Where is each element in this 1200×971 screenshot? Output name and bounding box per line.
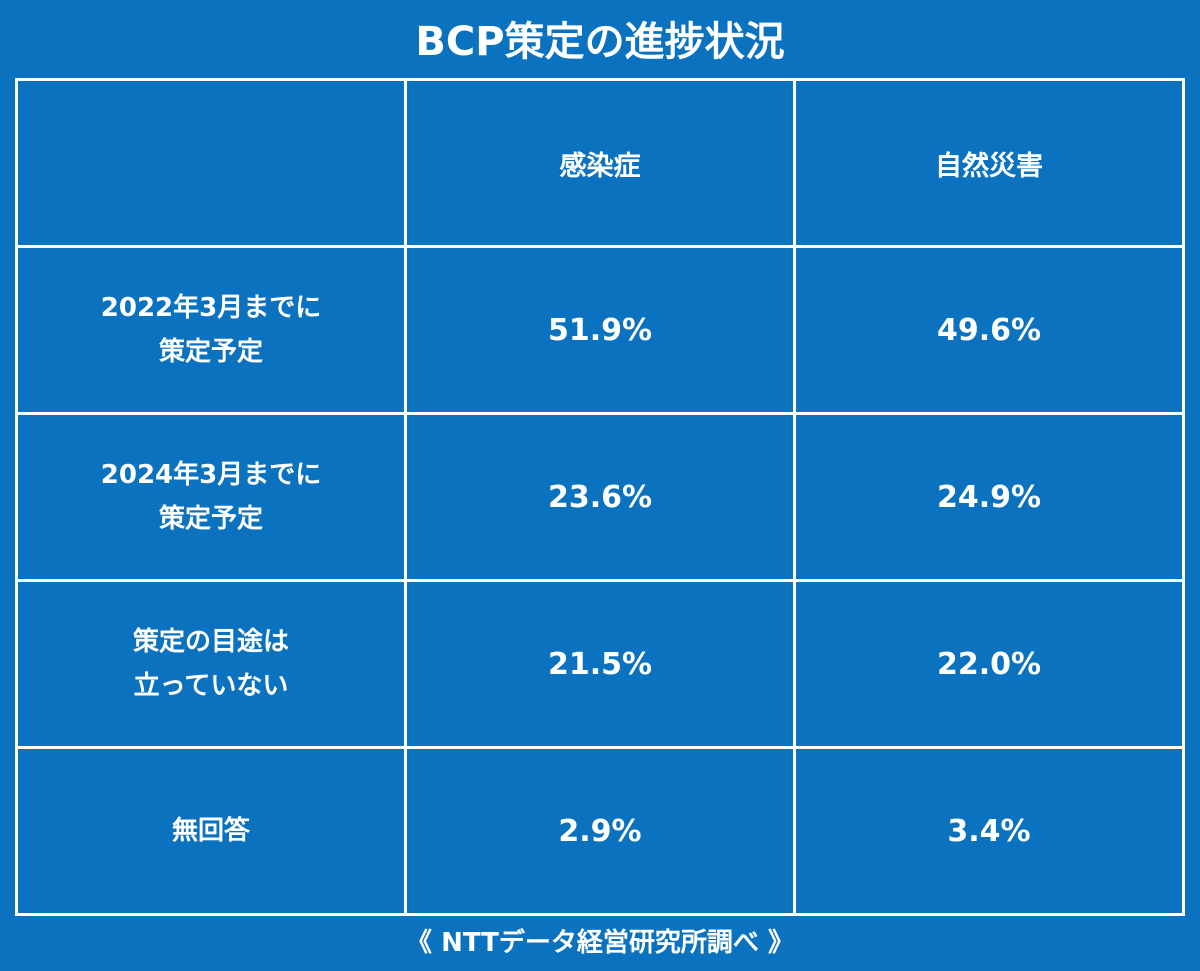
- value-cell: 22.0%: [793, 579, 1185, 749]
- row-label: 無回答: [171, 816, 250, 846]
- row-label: 立っていない: [133, 671, 289, 701]
- row-label-cell: 2024年3月までに 策定予定: [15, 412, 407, 582]
- row: 無回答 2.9% 3.4%: [15, 746, 1185, 916]
- header-cell: 感染症: [404, 78, 796, 248]
- value-cell: 3.4%: [793, 746, 1185, 916]
- value-cell: 51.9%: [404, 245, 796, 415]
- row-label: 2022年3月までに: [100, 293, 322, 323]
- row-label-cell: 無回答: [15, 746, 407, 916]
- header-text: 自然災害: [935, 150, 1043, 182]
- value-cell: 2.9%: [404, 746, 796, 916]
- value-cell: 21.5%: [404, 579, 796, 749]
- value-cell: 49.6%: [793, 245, 1185, 415]
- title: BCP策定の進捗状況: [415, 19, 785, 65]
- row: 2022年3月までに 策定予定 51.9% 49.6%: [15, 245, 1185, 415]
- header-cell: [15, 78, 407, 248]
- header-cell: 自然災害: [793, 78, 1185, 248]
- value-cell: 24.9%: [793, 412, 1185, 582]
- header-row: 感染症 自然災害: [15, 78, 1185, 248]
- row-label: 2024年3月までに: [100, 460, 322, 490]
- row-label-cell: 策定の目途は 立っていない: [15, 579, 407, 749]
- value-cell: 23.6%: [404, 412, 796, 582]
- row: 策定の目途は 立っていない 21.5% 22.0%: [15, 579, 1185, 749]
- table: 感染症 自然災害 2022年3月までに 策定予定 51.9% 49.6% 2024年3月まで…: [15, 78, 1185, 916]
- row-label: 策定の目途は: [132, 627, 289, 657]
- header-text: 感染症: [559, 150, 641, 182]
- row-label: 策定予定: [158, 337, 263, 367]
- table-body: 感染症 自然災害 2022年3月までに 策定予定 51.9% 49.6% 2024年3月まで…: [15, 78, 1185, 916]
- row-label: 策定予定: [158, 504, 263, 534]
- source-note: 《 NTTデータ経営研究所調べ 》: [406, 928, 794, 958]
- row: 2024年3月までに 策定予定 23.6% 24.9%: [15, 412, 1185, 582]
- row-label-cell: 2022年3月までに 策定予定: [15, 245, 407, 415]
